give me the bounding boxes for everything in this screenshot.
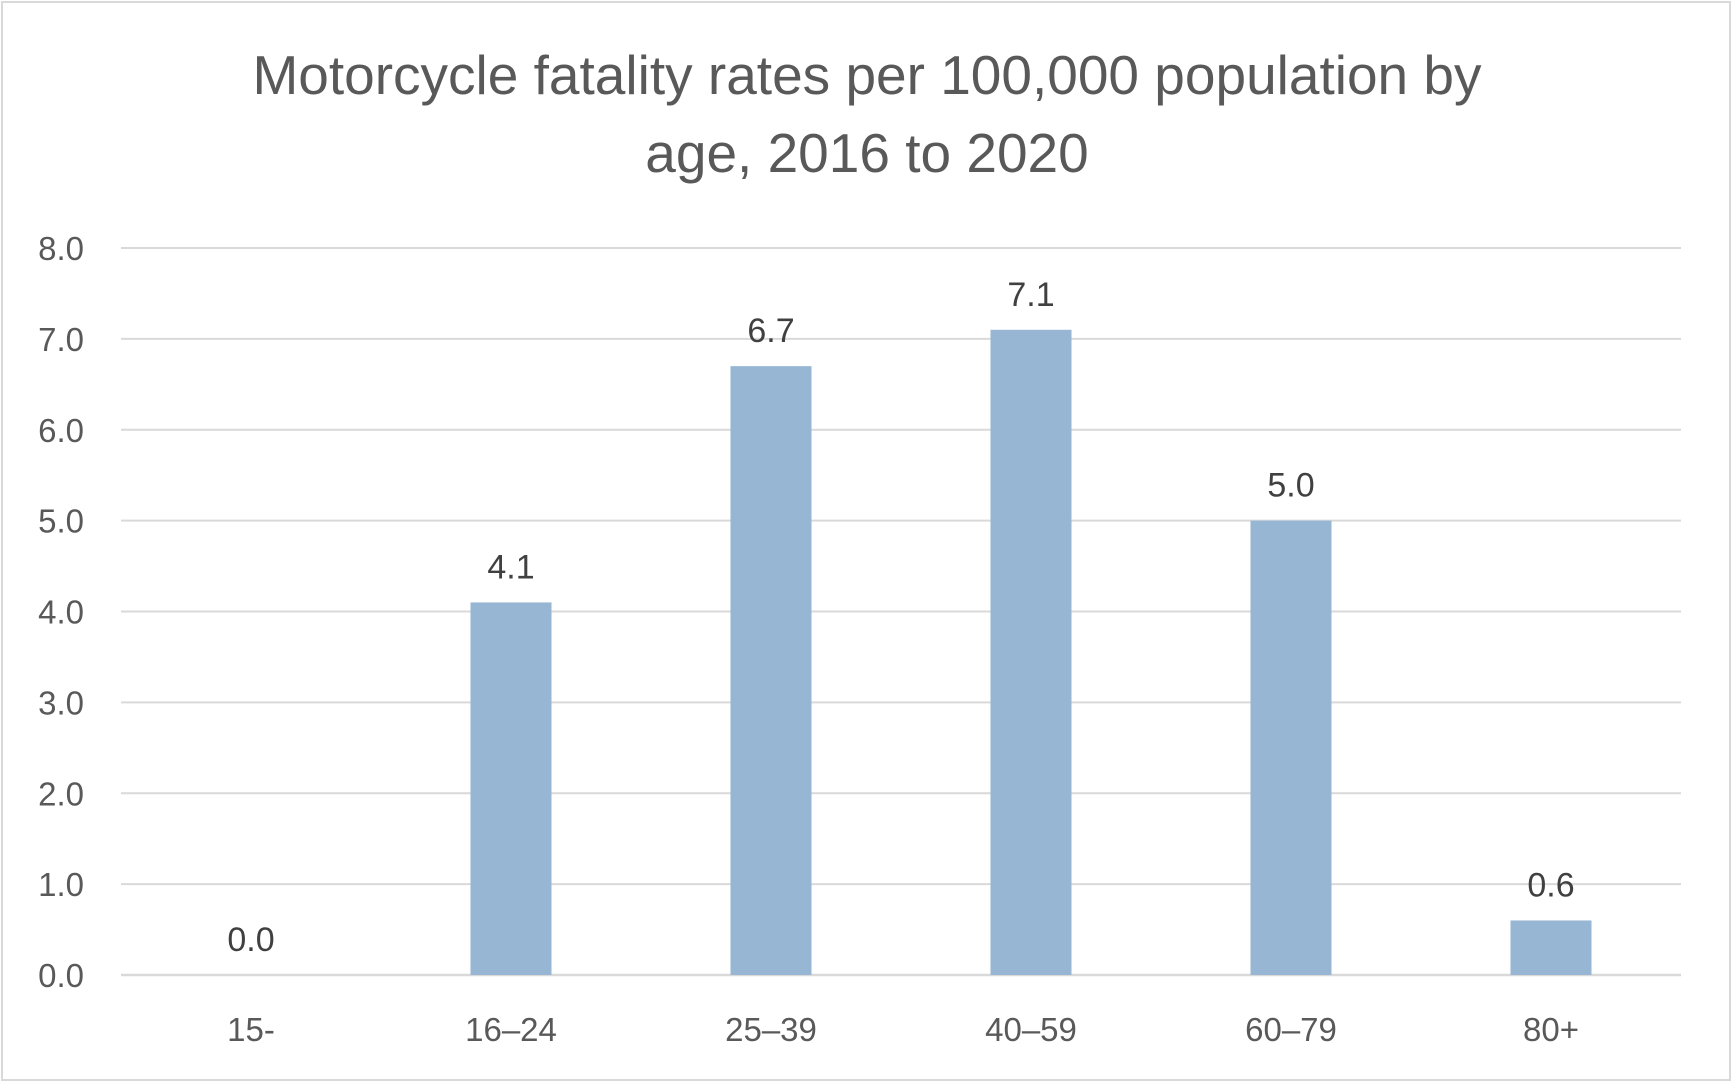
x-tick-label: 40–59: [985, 1011, 1077, 1048]
chart-title-line-2: age, 2016 to 2020: [645, 122, 1089, 184]
y-tick-label: 4.0: [38, 594, 84, 631]
y-tick-label: 0.0: [38, 957, 84, 994]
x-axis-ticks: 15- 16–24 25–39 40–59 60–79 80+: [227, 1011, 1579, 1048]
y-tick-label: 6.0: [38, 412, 84, 449]
x-tick-label: 80+: [1523, 1011, 1579, 1048]
y-tick-label: 8.0: [38, 230, 84, 267]
x-tick-label: 25–39: [725, 1011, 817, 1048]
y-tick-label: 3.0: [38, 684, 84, 721]
bars: [470, 329, 1592, 976]
bar-2: [470, 602, 552, 975]
y-tick-label: 7.0: [38, 321, 84, 358]
y-tick-label: 1.0: [38, 866, 84, 903]
data-labels: 0.0 4.1 6.7 7.1 5.0 0.6: [227, 276, 1574, 959]
bar-6: [1510, 920, 1592, 975]
x-tick-label: 16–24: [465, 1011, 557, 1048]
x-tick-label: 15-: [227, 1011, 275, 1048]
y-tick-label: 5.0: [38, 503, 84, 540]
x-tick-label: 60–79: [1245, 1011, 1337, 1048]
data-label: 0.6: [1527, 866, 1574, 904]
chart-title: Motorcycle fatality rates per 100,000 po…: [0, 36, 1734, 192]
chart-title-line-1: Motorcycle fatality rates per 100,000 po…: [252, 44, 1482, 106]
data-label: 0.0: [227, 921, 274, 959]
data-label: 4.1: [487, 548, 534, 586]
bar-5: [1250, 520, 1332, 975]
data-label: 6.7: [747, 312, 794, 350]
bar-4: [990, 329, 1072, 976]
gridlines: [121, 247, 1681, 977]
y-axis-ticks: 0.0 1.0 2.0 3.0 4.0 5.0 6.0 7.0 8.0: [38, 230, 84, 994]
data-label: 7.1: [1007, 276, 1054, 314]
data-label: 5.0: [1267, 467, 1314, 505]
bar-3: [730, 366, 812, 975]
y-tick-label: 2.0: [38, 775, 84, 812]
